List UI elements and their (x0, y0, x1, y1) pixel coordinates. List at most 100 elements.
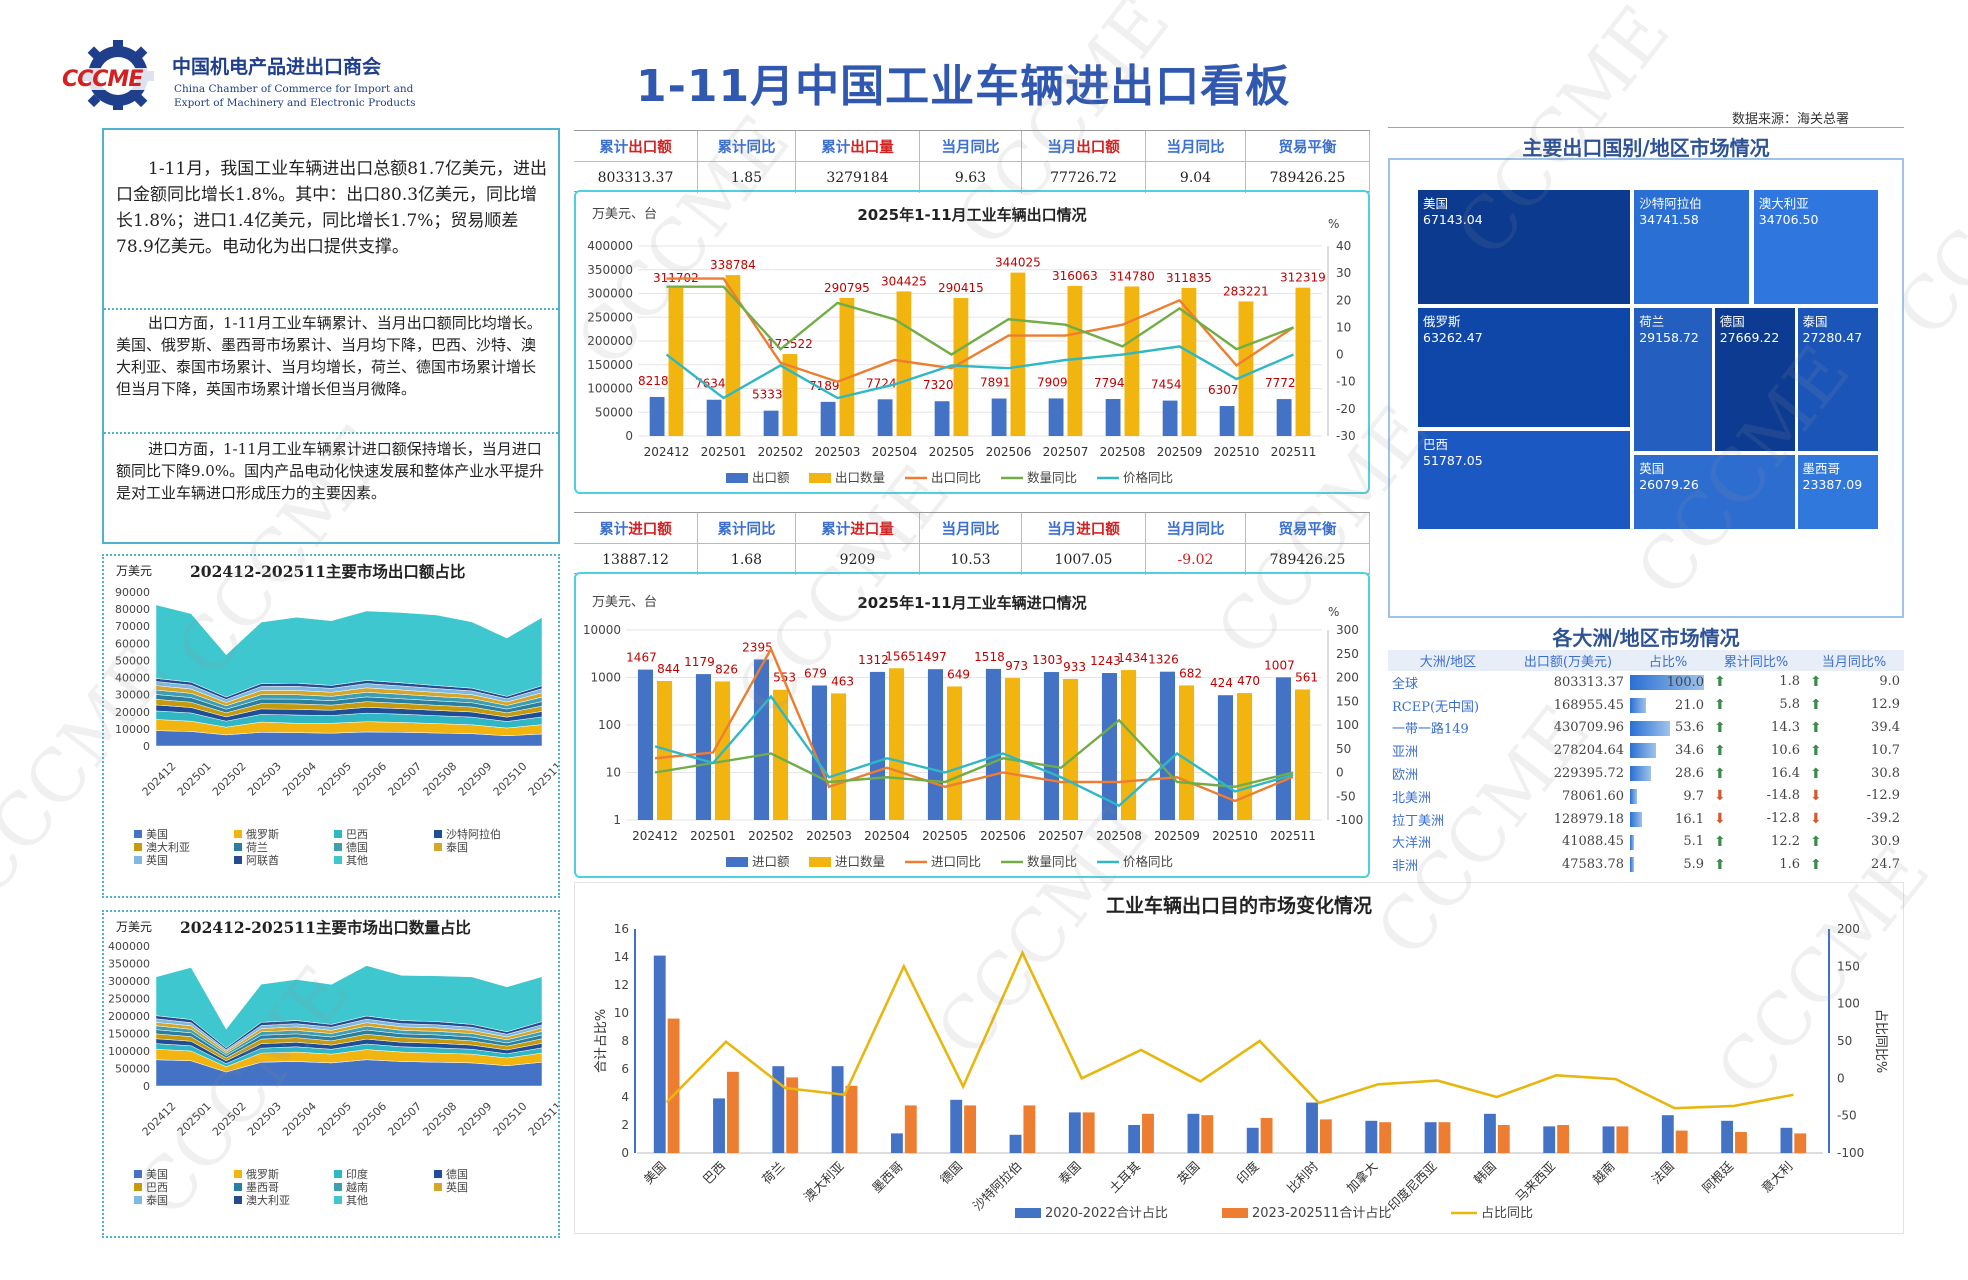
continent-header-1: 出口额(万美元) (1508, 650, 1628, 671)
svg-share-qty-ytick-4: 200000 (108, 1010, 150, 1023)
import-kpi-header-4-b: 进口额 (1076, 521, 1120, 538)
market-bar-0-9 (1187, 1113, 1200, 1153)
share-amount-title: 202412-202511主要市场出口额占比 (190, 562, 466, 581)
summary-divider-2 (104, 432, 558, 434)
import-kpi-value-6: 789426.25 (1246, 544, 1370, 575)
svg-import-label-1-7: 933 (1063, 660, 1086, 674)
svg-export-xtick-11: 202511 (1271, 445, 1317, 459)
svg-share-qty-ytick-6: 300000 (108, 975, 150, 988)
market-y2tick-3: 50 (1837, 1034, 1852, 1048)
treemap-cell-value-1: 34741.58 (1639, 212, 1699, 227)
market-y2tick-4: 100 (1837, 997, 1860, 1011)
import-kpi-value-4: 1007.05 (1022, 544, 1146, 575)
continent-name-2: 一带一路149 (1392, 722, 1469, 738)
svg-share-qty-xtick-7: 202507 (385, 1100, 424, 1139)
svg-share-amount-legend-label-2: 巴西 (346, 828, 368, 841)
svg-import-y2tick-8: 300 (1336, 623, 1359, 637)
market-bar-0-13 (1424, 1122, 1437, 1153)
svg-export-ytick-3: 150000 (587, 358, 633, 372)
svg-import-bar-1-2 (773, 689, 789, 820)
up-arrow-icon: ⬆ (1810, 719, 1822, 736)
svg-share-qty-legend-label-2: 印度 (346, 1167, 368, 1181)
import-kpi-header-0-a: 累计 (599, 521, 629, 538)
svg-import-legend-label-3: 数量同比 (1027, 854, 1077, 869)
svg-export-bar-1-6 (1010, 272, 1026, 436)
svg-import-bar-1-4 (889, 668, 905, 820)
svg-import-label-1-10: 470 (1237, 674, 1260, 688)
svg-export-bar-1-2 (782, 354, 798, 436)
continent-cum-1: ⬆ 5.8 (1708, 694, 1804, 717)
market-right-label: 占比同比% (1873, 1009, 1888, 1073)
continent-cum-value-5: -14.8 (1766, 788, 1800, 804)
svg-import-y2tick-6: 200 (1336, 671, 1359, 685)
market-bar-1-10 (1260, 1118, 1273, 1153)
svg-share-amount-xtick-0: 202412 (140, 760, 179, 799)
svg-import-label-1-11: 561 (1295, 670, 1318, 684)
market-ytick-4: 8 (621, 1034, 629, 1048)
continent-mon-4: ⬆ 30.8 (1804, 762, 1904, 785)
svg-import-y2tick-1: -50 (1336, 789, 1356, 803)
market-ytick-7: 14 (614, 950, 629, 964)
svg-share-qty-legend-label-6: 越南 (346, 1180, 368, 1194)
up-arrow-icon: ⬆ (1810, 833, 1822, 850)
market-xtick-8: 土耳其 (1106, 1159, 1143, 1196)
svg-share-amount-legend-label-4: 澳大利亚 (146, 840, 190, 854)
market-bar-1-15 (1557, 1125, 1570, 1153)
market-bar-1-17 (1675, 1130, 1688, 1153)
table-row: 拉丁美洲 128979.18 16.1 ⬇ -12.8 ⬇ -39.2 (1388, 808, 1904, 831)
up-arrow-icon: ⬆ (1714, 833, 1726, 850)
svg-import-bar-0-10 (1217, 695, 1233, 820)
market-bar-0-14 (1483, 1113, 1496, 1153)
svg-share-amount-legend-label-3: 沙特阿拉伯 (446, 827, 501, 841)
svg-import-label-1-8: 1434 (1117, 651, 1148, 665)
svg-export-legend-label-3: 数量同比 (1027, 470, 1077, 485)
svg-import-bar-0-6 (985, 668, 1001, 820)
svg-import-line-2 (654, 694, 1294, 808)
svg-import-line-0 (654, 646, 1294, 803)
svg-share-amount-legend-swatch-5 (234, 843, 242, 851)
logo-abbr: CCCME (62, 67, 143, 92)
svg-share-qty-xtick-2: 202502 (210, 1100, 249, 1139)
svg-export-label-0-6: 78915 (980, 376, 1018, 390)
svg-export-label-0-9: 74541 (1151, 378, 1189, 392)
continent-cum-7: ⬆ 12.2 (1708, 831, 1804, 854)
svg-share-qty-legend-label-5: 墨西哥 (246, 1181, 279, 1194)
continent-mon-value-3: 10.7 (1871, 742, 1900, 758)
svg-export-xtick-1: 202501 (701, 445, 747, 459)
share-amount-chart: 0 10000 20000 30000 40000 50000 60000 70000 8000… (115, 586, 558, 867)
market-bar-1-0 (667, 1018, 680, 1153)
svg-import-label-0-5: 1497 (916, 650, 947, 664)
svg-import-left-unit: 万美元、台 (592, 595, 657, 610)
svg-import-bar-0-2 (753, 659, 769, 820)
svg-share-qty-xtick-1: 202501 (175, 1100, 214, 1139)
treemap-cell-8: 英国 26079.26 (1634, 455, 1796, 529)
svg-export-legend-swatch-0 (726, 473, 748, 483)
market-bar-0-0 (653, 955, 666, 1153)
continent-name-3: 亚洲 (1392, 745, 1419, 761)
svg-share-amount-xtick-7: 202507 (385, 760, 424, 799)
import-kpi-header-6: 贸易平衡 (1246, 513, 1370, 544)
svg-export-label-0-2: 53330 (752, 388, 790, 402)
svg-export-bar-0-9 (1162, 400, 1178, 436)
svg-export-xtick-3: 202503 (815, 445, 861, 459)
continent-mon-value-0: 9.0 (1879, 674, 1900, 690)
up-arrow-icon: ⬆ (1810, 674, 1822, 691)
svg-share-amount-legend-swatch-4 (134, 843, 142, 851)
svg-share-amount-ytick-4: 40000 (115, 672, 150, 685)
export-kpi-header-2-a: 累计 (821, 139, 851, 156)
svg-export-y2tick-1: -20 (1336, 402, 1356, 416)
treemap-cell-9: 墨西哥 23387.09 (1797, 455, 1878, 529)
continent-share-5: 9.7 (1628, 785, 1708, 808)
up-arrow-icon: ⬆ (1714, 742, 1726, 759)
continent-mon-7: ⬆ 30.9 (1804, 831, 1904, 854)
svg-share-amount-legend-label-6: 德国 (346, 840, 368, 854)
market-xtick-2: 荷兰 (759, 1159, 787, 1187)
svg-share-amount-legend-swatch-1 (234, 830, 242, 838)
table-row: 大洋洲 41088.45 5.1 ⬆ 12.2 ⬆ 30.9 (1388, 831, 1904, 854)
data-source: 数据来源：海关总署 (1732, 112, 1850, 127)
treemap-cell-3: 俄罗斯 63262.47 (1418, 308, 1630, 427)
summary-paragraph-3: 进口方面，1-11月工业车辆累计进口额保持增长，当月进口额同比下降9.0%。国内… (116, 440, 545, 502)
market-bar-0-2 (772, 1066, 785, 1153)
treemap-cell-value-4: 29158.72 (1639, 330, 1699, 346)
market-bar-1-16 (1616, 1126, 1629, 1153)
